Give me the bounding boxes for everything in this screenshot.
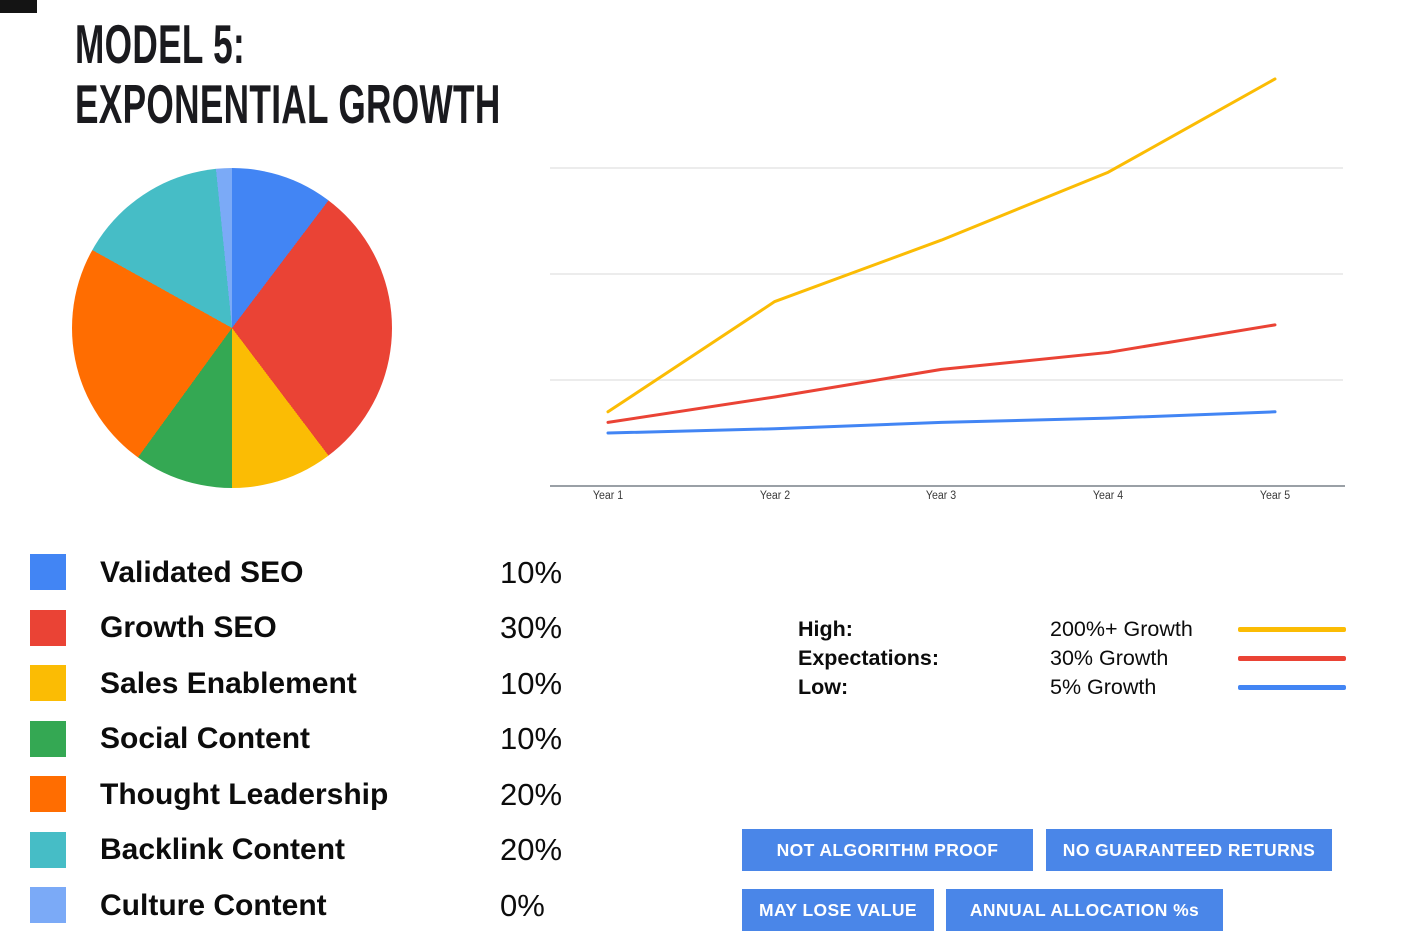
legend-label: Social Content xyxy=(100,722,311,756)
slide-title: MODEL 5: EXPONENTIAL GROWTH xyxy=(75,14,501,134)
legend-label: Backlink Content xyxy=(100,833,346,867)
x-axis-label-year5: Year 5 xyxy=(1259,490,1291,502)
legend-item-backlink-content: Backlink Content 20% xyxy=(30,823,630,879)
line-legend-row-low: Low: 5% Growth xyxy=(798,673,1346,702)
title-line-2: EXPONENTIAL GROWTH xyxy=(75,73,501,135)
line-legend-swatch-low xyxy=(1238,685,1346,690)
legend-label: Thought Leadership xyxy=(100,777,389,811)
legend-percent: 10% xyxy=(500,721,563,757)
x-axis-label-year1: Year 1 xyxy=(592,490,624,502)
line-legend-label: High: xyxy=(798,617,853,641)
legend-percent: 30% xyxy=(500,610,563,646)
legend-item-sales-enablement: Sales Enablement 10% xyxy=(30,656,630,712)
legend-percent: 20% xyxy=(500,776,563,812)
badge-no-guaranteed-returns: NO GUARANTEED RETURNS xyxy=(1046,829,1332,871)
title-line-1: MODEL 5: xyxy=(75,13,246,75)
legend-percent: 10% xyxy=(500,554,563,590)
line-legend-row-high: High: 200%+ Growth xyxy=(798,615,1346,644)
legend-item-thought-leadership: Thought Leadership 20% xyxy=(30,767,630,823)
x-axis-label-year3: Year 3 xyxy=(925,490,957,502)
legend-swatch-growth-seo xyxy=(30,609,66,646)
line-legend-label: Low: xyxy=(798,675,849,699)
legend-swatch-backlink-content xyxy=(30,831,66,868)
line-chart-legend: High: 200%+ Growth Expectations: 30% Gro… xyxy=(798,615,1346,702)
line-legend-value: 30% Growth xyxy=(1050,646,1169,670)
legend-swatch-thought-leadership xyxy=(30,776,66,812)
badge-annual-allocation: ANNUAL ALLOCATION %s xyxy=(946,889,1223,931)
legend-percent: 10% xyxy=(500,665,563,701)
pie-chart xyxy=(72,168,392,488)
line-chart-svg xyxy=(550,77,1345,487)
legend-swatch-culture-content xyxy=(30,887,66,923)
badge-may-lose-value: MAY LOSE VALUE xyxy=(742,889,934,931)
legend-item-growth-seo: Growth SEO 30% xyxy=(30,601,630,657)
legend-swatch-sales-enablement xyxy=(30,665,66,701)
corner-artifact xyxy=(0,0,37,13)
legend-item-culture-content: Culture Content 0% xyxy=(30,878,630,934)
line-legend-label: Expectations: xyxy=(798,646,939,670)
line-legend-swatch-high xyxy=(1238,627,1346,632)
legend-label: Growth SEO xyxy=(100,611,277,645)
legend-label: Sales Enablement xyxy=(100,666,357,700)
legend-item-validated-seo: Validated SEO 10% xyxy=(30,545,630,601)
legend-label: Validated SEO xyxy=(100,555,304,589)
legend-label: Culture Content xyxy=(100,888,327,922)
x-axis-label-year4: Year 4 xyxy=(1092,490,1124,502)
line-legend-value: 5% Growth xyxy=(1050,675,1157,699)
line-legend-swatch-expectations xyxy=(1238,656,1346,661)
legend-swatch-social-content xyxy=(30,720,66,757)
legend-percent: 0% xyxy=(500,887,545,923)
badge-not-algorithm-proof: NOT ALGORITHM PROOF xyxy=(742,829,1033,871)
legend-swatch-validated-seo xyxy=(30,554,66,590)
line-legend-value: 200%+ Growth xyxy=(1050,617,1193,641)
x-axis-label-year2: Year 2 xyxy=(759,490,791,502)
line-legend-row-expectations: Expectations: 30% Growth xyxy=(798,644,1346,673)
pie-legend: Validated SEO 10% Growth SEO 30% Sales E… xyxy=(30,545,630,934)
legend-percent: 20% xyxy=(500,832,563,868)
legend-item-social-content: Social Content 10% xyxy=(30,712,630,768)
